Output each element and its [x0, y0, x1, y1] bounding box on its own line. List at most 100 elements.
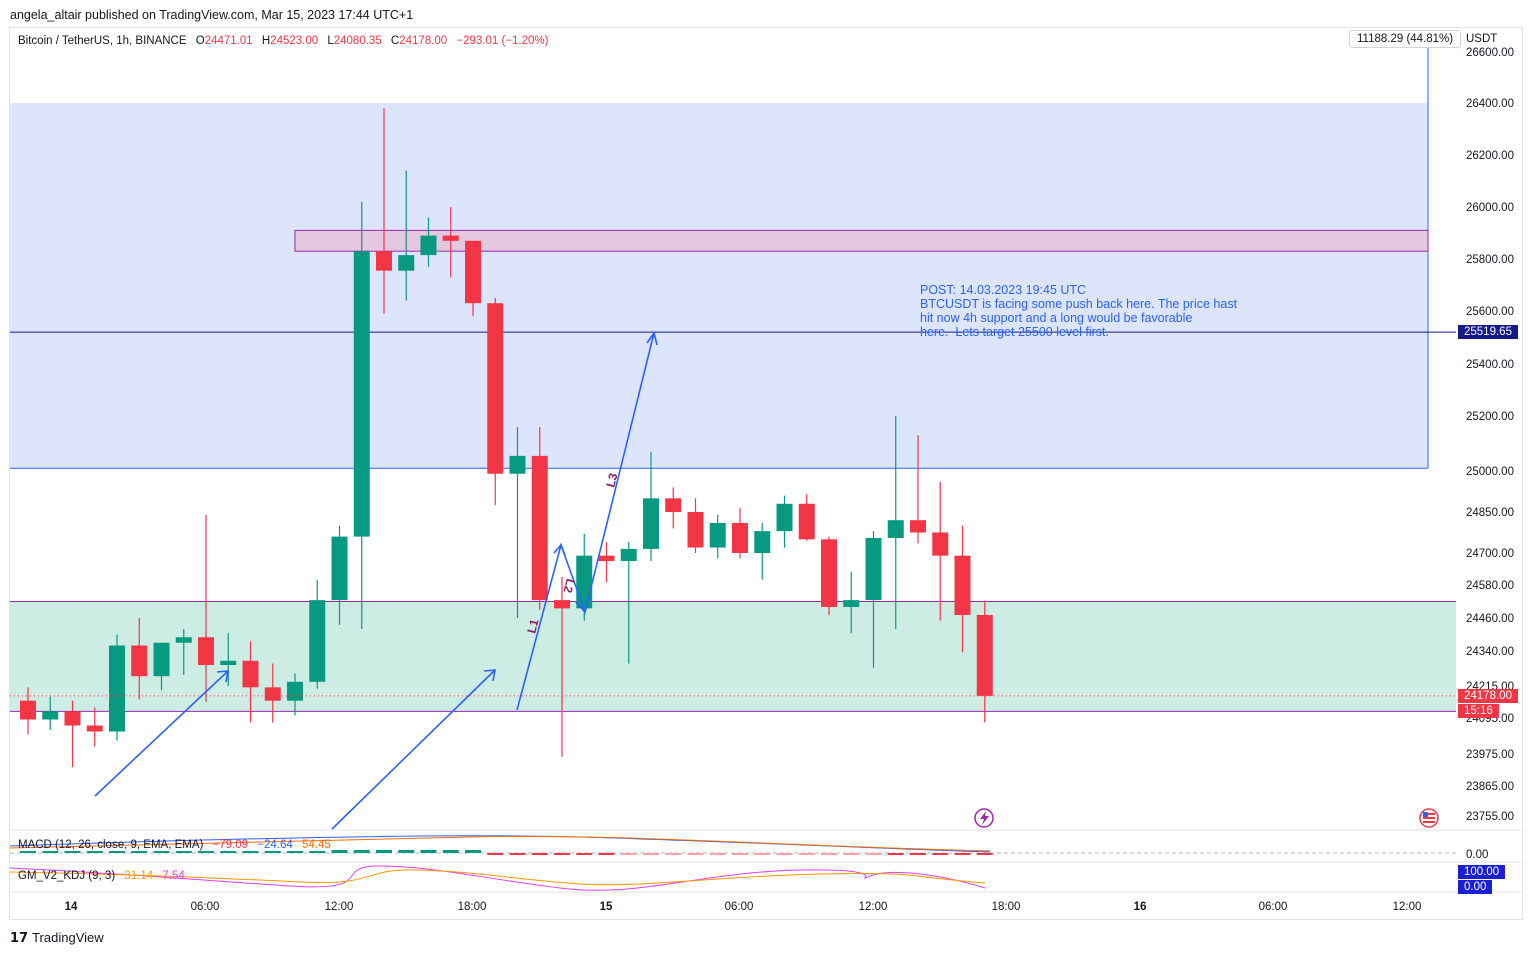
candle[interactable]: [531, 427, 548, 610]
macd-histogram-bar: [976, 853, 993, 855]
candle[interactable]: [865, 531, 882, 668]
candle[interactable]: [643, 451, 659, 561]
y-tick-label: 25600.00: [1466, 306, 1514, 318]
candle[interactable]: [554, 577, 570, 757]
last-price-tag: 24178.00: [1458, 689, 1518, 703]
candle[interactable]: [131, 618, 148, 700]
candle[interactable]: [665, 487, 682, 529]
candle[interactable]: [376, 108, 392, 314]
candle[interactable]: [64, 700, 81, 768]
candle[interactable]: [976, 600, 993, 723]
candle[interactable]: [598, 542, 615, 583]
candle[interactable]: [754, 522, 771, 580]
candle[interactable]: [20, 687, 36, 735]
legend-c-label: C: [390, 35, 400, 47]
macd-histogram-bar: [754, 853, 771, 855]
symbol-legend[interactable]: Bitcoin / TetherUS, 1h, BINANCE O24471.0…: [18, 35, 548, 47]
legend-low: 24080.35: [333, 35, 382, 47]
candle[interactable]: [687, 498, 704, 553]
candle[interactable]: [42, 696, 59, 730]
candle[interactable]: [843, 571, 860, 634]
candle[interactable]: [442, 207, 459, 278]
arrow-drawing-1[interactable]: [94, 670, 229, 797]
legend-high: 24523.00: [270, 35, 319, 47]
y-tick-label: 24340.00: [1466, 646, 1514, 658]
arrow-head-3: [553, 543, 566, 556]
legend-o-label: O: [195, 35, 205, 47]
macd-value-signal: 54.45: [301, 839, 331, 851]
macd-histogram-bar: [242, 851, 259, 853]
macd-histogram-bar: [465, 850, 481, 853]
macd-histogram-bar: [910, 853, 926, 855]
legend-close: 24178.00: [399, 35, 448, 47]
candle[interactable]: [420, 217, 437, 267]
arrow-drawing-2[interactable]: [331, 669, 496, 830]
wave-drawing[interactable]: [516, 332, 655, 711]
kdj-k-line: [9, 869, 986, 886]
candle[interactable]: [109, 634, 125, 741]
tradingview-logo[interactable]: 𝟭𝟳 TradingView: [10, 930, 104, 946]
candle[interactable]: [465, 240, 481, 317]
lightning-icon[interactable]: [974, 808, 994, 828]
candle[interactable]: [509, 427, 526, 618]
macd-histogram-bar: [887, 853, 904, 855]
arrow-head-4: [575, 599, 589, 614]
wave-label-l3: L3: [603, 471, 620, 488]
x-tick-label: 14: [65, 901, 78, 913]
candle[interactable]: [954, 525, 971, 653]
macd-histogram-bar: [643, 853, 659, 855]
us-flag-icon[interactable]: [1419, 808, 1439, 828]
macd-legend[interactable]: MACD (12, 26, close, 9, EMA, EMA) −79.09…: [18, 839, 331, 851]
legend-change: −293.01 (−1.20%): [456, 35, 549, 47]
axes-layer: 26600.00 26400.00 26200.00 26000.00 25800.00…: [10, 47, 1522, 913]
analysis-note[interactable]: POST: 14.03.2023 19:45 UTC BTCUSDT is fa…: [920, 283, 1238, 339]
candle[interactable]: [709, 514, 726, 559]
published-by: angela_altair published on TradingView.c…: [10, 8, 414, 22]
y-tick-label: 25000.00: [1466, 466, 1514, 478]
macd-zero-label: 0.00: [1466, 849, 1488, 861]
macd-histogram-bar: [598, 853, 615, 855]
resistance-zone[interactable]: [294, 229, 1429, 252]
candle[interactable]: [220, 633, 237, 686]
candles-layer: [10, 108, 1456, 768]
macd-histogram-bar: [20, 851, 36, 853]
target-price-tag: 25519.65: [1458, 325, 1518, 339]
wave-label-l1: L1: [524, 617, 541, 634]
candle[interactable]: [910, 435, 926, 544]
candle[interactable]: [887, 416, 904, 629]
candle[interactable]: [821, 536, 837, 616]
signal-line: [9, 835, 991, 852]
candle[interactable]: [732, 507, 748, 559]
support-zone: [10, 601, 1456, 712]
candle[interactable]: [309, 579, 326, 689]
macd-histogram-bar: [531, 853, 548, 855]
candle[interactable]: [198, 514, 214, 702]
indicators-layer: [9, 835, 1456, 891]
candle[interactable]: [776, 495, 793, 548]
candle[interactable]: [353, 201, 370, 629]
candle[interactable]: [175, 629, 192, 675]
brand-name: TradingView: [32, 930, 104, 945]
candle[interactable]: [576, 533, 593, 621]
tv-logo-icon: 𝟭𝟳: [10, 930, 29, 945]
candle[interactable]: [86, 707, 103, 747]
candle[interactable]: [331, 525, 348, 625]
candle[interactable]: [398, 170, 415, 301]
candle[interactable]: [487, 298, 504, 506]
arrow-head-5: [646, 331, 658, 346]
candle[interactable]: [798, 494, 815, 541]
candle[interactable]: [242, 641, 259, 723]
candle[interactable]: [932, 481, 949, 621]
candle[interactable]: [153, 642, 170, 690]
chart-frame: [9, 27, 1523, 920]
x-tick-label: 15: [600, 901, 613, 913]
axis-unit[interactable]: USDT: [1466, 33, 1498, 45]
macd-histogram-bar: [131, 851, 148, 853]
blue-measure-zone: [10, 103, 1428, 469]
macd-histogram-bar: [709, 853, 726, 855]
candle[interactable]: [264, 663, 281, 723]
candle[interactable]: [620, 542, 637, 664]
y-tick-label: 26400.00: [1466, 98, 1514, 110]
kdj-legend[interactable]: GM_V2_KDJ (9, 3) 31.14 7.54: [18, 870, 185, 882]
